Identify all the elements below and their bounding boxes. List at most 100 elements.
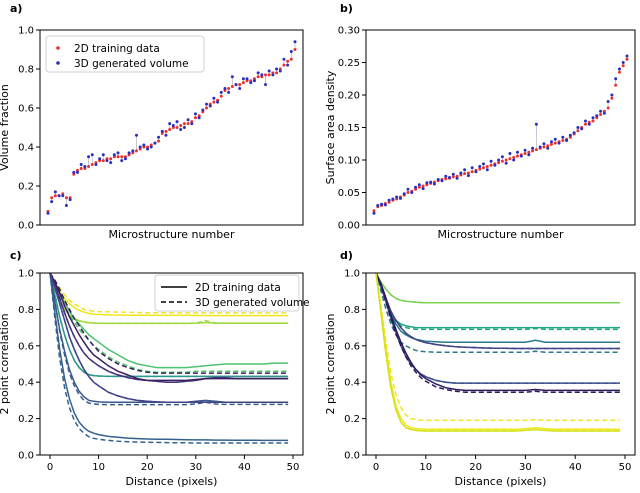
scatter-point-generated: [580, 127, 584, 131]
scatter-point-training: [109, 157, 113, 161]
scatter-point-generated: [175, 120, 179, 124]
scatter-point-training: [227, 87, 231, 90]
scatter-point-generated: [116, 151, 120, 155]
scatter-point-generated: [504, 161, 508, 165]
scatter-point-generated: [186, 118, 190, 122]
y-tick-label: 0.30: [338, 26, 360, 37]
scatter-point-generated: [372, 211, 376, 215]
scatter-point-generated: [515, 150, 519, 154]
scatter-point-generated: [219, 90, 223, 94]
scatter-point-generated: [146, 147, 150, 151]
scatter-point-generated: [98, 157, 102, 161]
x-axis-label: Microstructure number: [109, 228, 235, 241]
scatter-point-generated: [197, 116, 201, 120]
scatter-point-generated: [123, 157, 127, 161]
scatter-point-training: [50, 196, 54, 200]
scatter-point-generated: [120, 159, 124, 163]
scatter-point-training: [591, 119, 595, 123]
scatter-point-training: [606, 106, 610, 110]
scatter-point-generated: [230, 75, 234, 79]
scatter-point-generated: [179, 127, 183, 131]
scatter-point-training: [497, 161, 501, 165]
scatter-point-generated: [160, 129, 164, 133]
scatter-point-generated: [282, 57, 286, 61]
x-tick-label: 20: [469, 462, 482, 473]
y-tick-label: 0.8: [18, 305, 34, 316]
scatter-point-generated: [576, 126, 580, 129]
scatter-point-training: [286, 59, 290, 63]
y-tick-label: 0.4: [18, 378, 34, 389]
chart-panel-d: d) 0.0 0.2 0.4 0.6 0.8 1.0 Distance (pixels) 2 p…: [324, 249, 636, 488]
scatter-point-generated: [599, 109, 603, 113]
scatter-point-generated: [157, 135, 161, 139]
scatter-point-generated: [61, 194, 65, 198]
scatter-point-training: [508, 157, 512, 161]
scatter-point-generated: [512, 158, 516, 162]
scatter-point-generated: [553, 137, 557, 141]
scatter-point-generated: [448, 176, 452, 180]
scatter-point-generated: [212, 96, 216, 100]
scatter-point-training: [576, 129, 580, 133]
scatter-point-generated: [278, 69, 282, 73]
scatter-point-training: [238, 83, 242, 87]
x-tick-label: 20: [141, 462, 154, 473]
scatter-point-generated: [271, 73, 275, 77]
scatter-point-generated: [182, 126, 186, 129]
scatter-point-training: [164, 129, 168, 133]
scatter-point-generated: [376, 204, 380, 207]
scatter-point-training: [205, 106, 209, 110]
scatter-point-training: [293, 48, 297, 51]
scatter-point-generated: [606, 100, 610, 103]
chart-panel-c: c) 0.0 0.2 0.4 0.6 0.8 1.0 Distance (pixels) 2 p…: [0, 249, 310, 488]
series-line-generated: [375, 272, 620, 393]
scatter-point-generated: [508, 152, 512, 155]
scatter-point-training: [101, 159, 105, 163]
scatter-point-training: [451, 175, 455, 179]
plot-frame: [365, 272, 636, 456]
scatter-point-training: [610, 96, 614, 100]
series-line-generated: [49, 272, 289, 374]
scatter-point-generated: [50, 200, 54, 204]
scatter-point-training: [614, 83, 618, 87]
scatter-point-training: [193, 116, 197, 120]
scatter-point-generated: [561, 135, 565, 139]
scatter-point-training: [372, 209, 376, 213]
scatter-point-generated: [587, 122, 591, 126]
series-line-generated: [49, 272, 289, 444]
scatter-point-generated: [538, 145, 542, 149]
scatter-point-generated: [482, 162, 486, 166]
x-tick-label: 0: [373, 462, 379, 473]
x-tick-label: 40: [569, 462, 582, 473]
scatter-point-generated: [53, 190, 57, 194]
scatter-point-generated: [205, 102, 209, 106]
scatter-point-generated: [470, 166, 474, 170]
legend-box: [45, 35, 205, 73]
scatter-point-generated: [432, 182, 436, 186]
scatter-point-training: [421, 184, 425, 188]
x-axis-label: Distance (pixels): [455, 475, 547, 488]
x-tick-label: 50: [619, 462, 632, 473]
series-line-generated: [375, 272, 620, 422]
scatter-point-generated: [478, 165, 482, 168]
series-line-training: [49, 272, 289, 382]
series-line-generated: [49, 272, 289, 383]
scatter-point-generated: [101, 153, 105, 157]
scatter-point-generated: [549, 140, 553, 144]
scatter-point-generated: [264, 83, 268, 87]
scatter-point-training: [90, 163, 94, 167]
scatter-point-generated: [83, 165, 87, 168]
legend-marker: [56, 61, 60, 65]
scatter-point-generated: [201, 108, 205, 112]
scatter-point-generated: [451, 172, 455, 176]
scatter-point-training: [482, 166, 486, 170]
scatter-point-generated: [260, 73, 264, 77]
scatter-point-generated: [208, 104, 212, 108]
scatter-point-generated: [234, 83, 238, 87]
scatter-point-training: [120, 155, 124, 159]
plot-frame: [39, 272, 304, 456]
series-line-generated: [375, 272, 620, 350]
y-tick-label: 0.2: [18, 182, 34, 193]
scatter-point-generated: [127, 151, 131, 155]
scatter-point-training: [182, 122, 186, 126]
scatter-point-training: [87, 165, 91, 168]
